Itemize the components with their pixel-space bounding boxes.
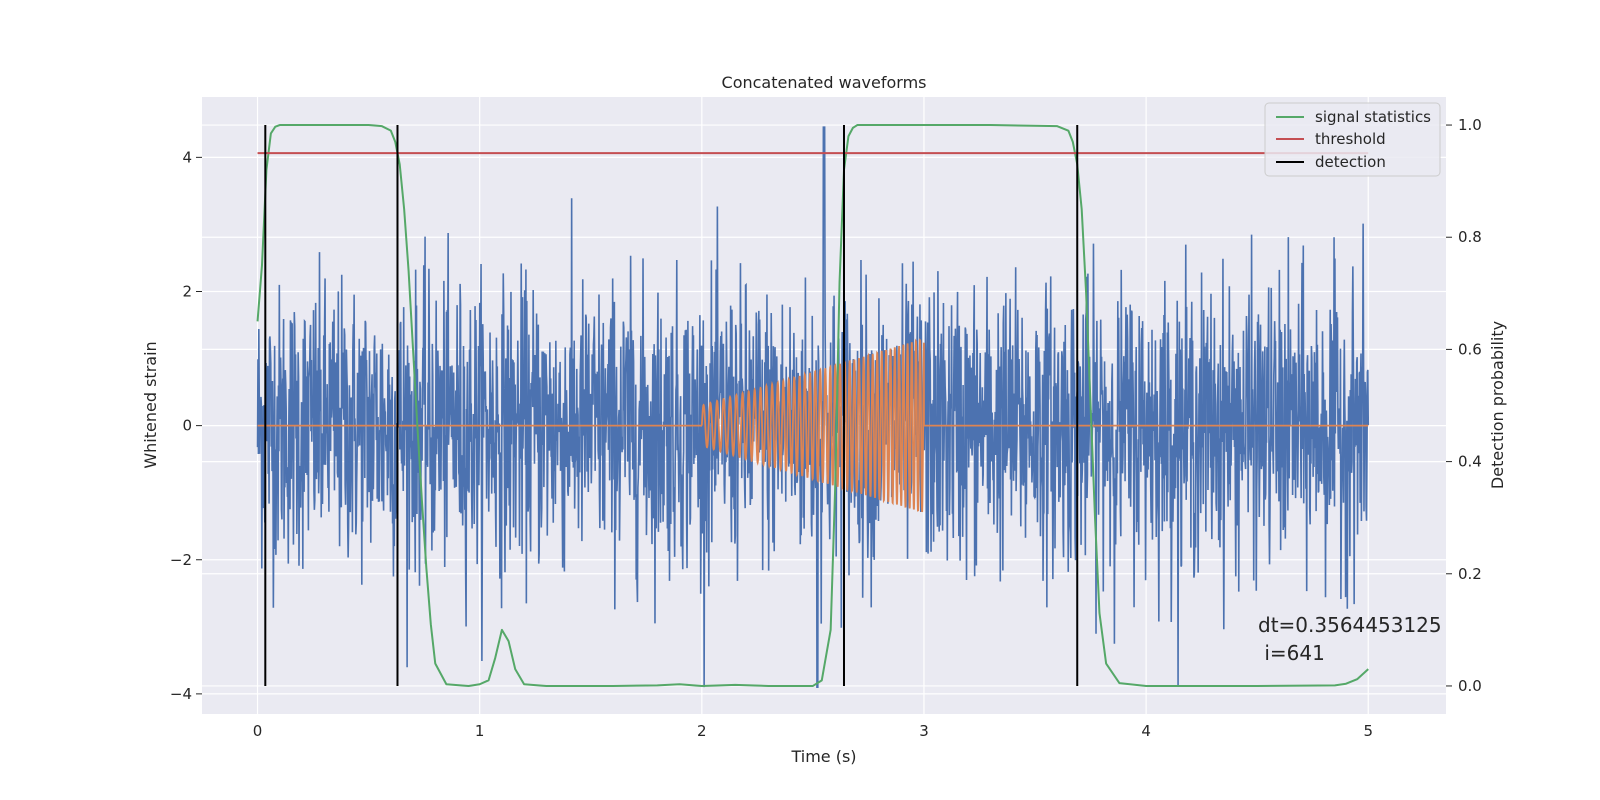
signal-statistics-series (256, 124, 1369, 687)
x-axis-label: Time (s) (790, 747, 856, 766)
y-tick-label: −2 (170, 551, 192, 569)
x-axis: 0 1 2 3 4 5 (253, 722, 1373, 740)
template-series (257, 338, 1369, 513)
x-tick-label: 4 (1141, 722, 1151, 740)
chart-title: Concatenated waveforms (722, 73, 927, 92)
y2-axis-label: Detection probability (1488, 321, 1507, 489)
y-axis-right: 0.0 0.2 0.4 0.6 0.8 1.0 (1446, 116, 1482, 695)
y2-tick-label: 0.0 (1458, 677, 1482, 695)
template-line (257, 338, 1369, 513)
x-tick-label: 0 (253, 722, 263, 740)
y2-tick-label: 1.0 (1458, 116, 1482, 134)
y-axis-left: −4 −2 0 2 4 (170, 148, 202, 703)
signal-statistics-line (256, 124, 1369, 687)
x-tick-label: 2 (697, 722, 707, 740)
y-tick-label: 4 (182, 148, 192, 166)
x-tick-label: 5 (1363, 722, 1373, 740)
legend-box (1264, 102, 1441, 177)
y2-tick-label: 0.2 (1458, 565, 1482, 583)
y-tick-label: 2 (182, 282, 192, 300)
y2-tick-label: 0.8 (1458, 228, 1482, 246)
x-tick-label: 1 (475, 722, 485, 740)
annotation-dt: dt=0.3564453125 (1258, 613, 1442, 637)
legend: signal statistics threshold detection (1264, 102, 1441, 177)
y2-tick-label: 0.6 (1458, 340, 1482, 358)
y-tick-label: −4 (170, 685, 192, 703)
y2-tick-label: 0.4 (1458, 453, 1482, 471)
annotation-index: i=641 (1258, 641, 1325, 665)
y-tick-label: 0 (182, 417, 192, 435)
legend-label-signal-statistics: signal statistics (1315, 108, 1431, 126)
legend-label-detection: detection (1315, 153, 1386, 171)
x-tick-label: 3 (919, 722, 929, 740)
y-axis-label: Whitened strain (141, 341, 160, 468)
legend-label-threshold: threshold (1315, 130, 1386, 148)
detection-series (264, 125, 1079, 686)
